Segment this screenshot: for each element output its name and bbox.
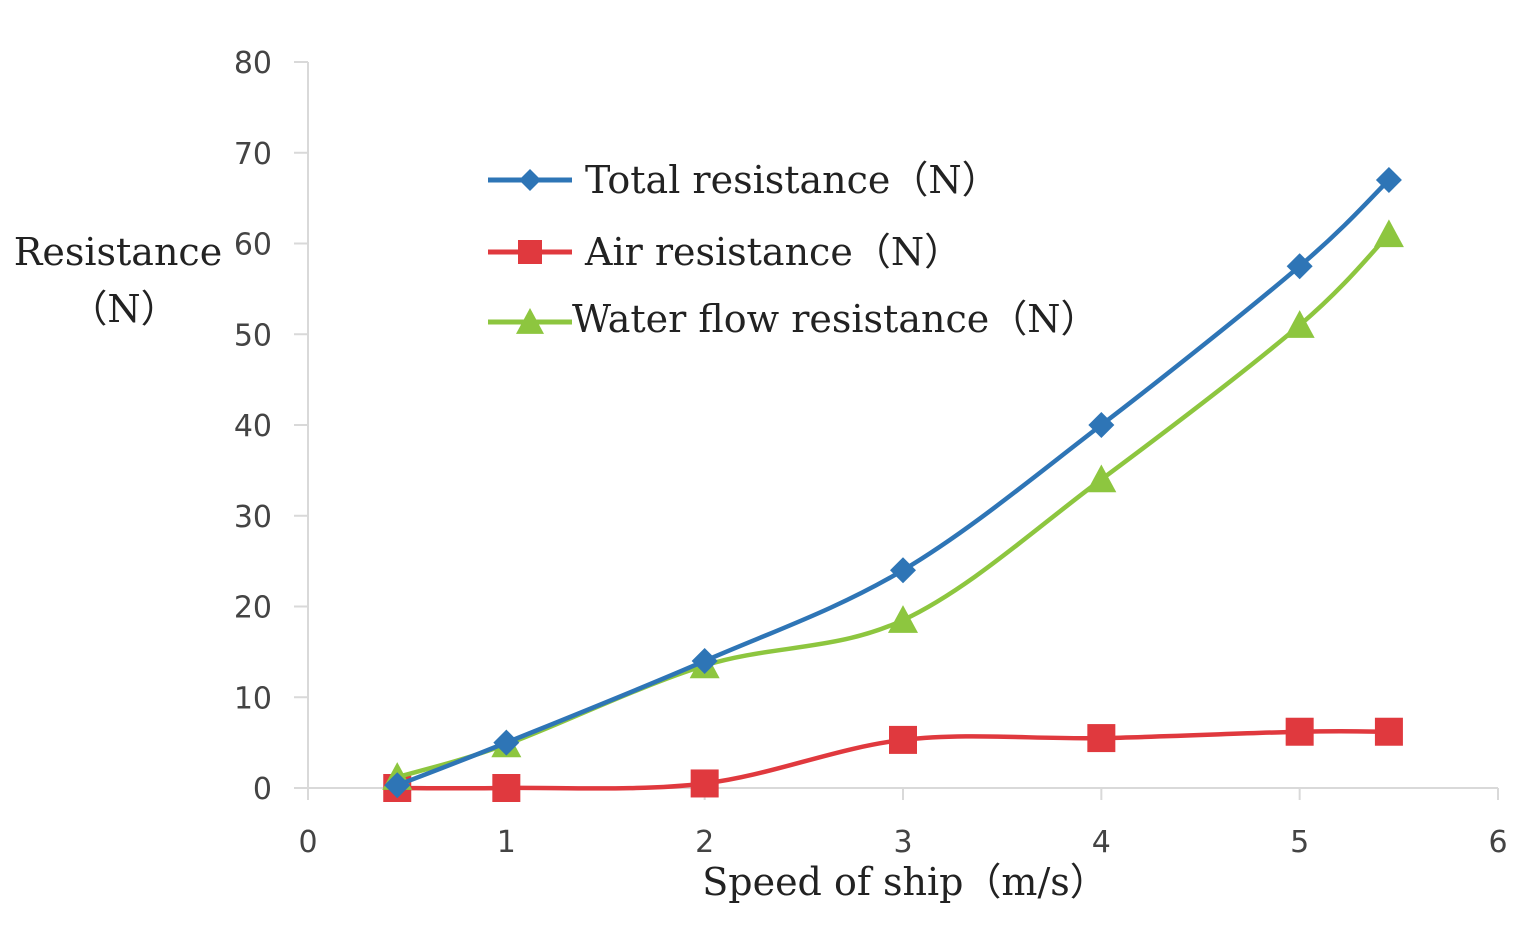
legend-item-water: Water flow resistance（N） xyxy=(488,297,1098,341)
y-tick-label: 60 xyxy=(234,228,272,263)
series-total xyxy=(384,166,1402,799)
x-axis-ticks: 0 1 2 3 4 5 6 xyxy=(298,788,1508,860)
y-tick-label: 50 xyxy=(234,318,272,353)
legend-item-total: Total resistance（N） xyxy=(488,158,1000,202)
data-point-water xyxy=(1086,464,1117,493)
y-tick-label: 80 xyxy=(234,46,272,81)
data-point-water xyxy=(1373,219,1404,248)
data-point-total xyxy=(890,557,916,584)
legend-marker-square xyxy=(518,240,542,264)
x-tick-label: 2 xyxy=(695,825,714,860)
x-tick-label: 3 xyxy=(893,825,912,860)
x-tick-label: 5 xyxy=(1290,825,1309,860)
plot-area xyxy=(382,166,1404,802)
legend-label-air: Air resistance（N） xyxy=(584,230,962,274)
y-axis-unit: （N） xyxy=(69,287,178,331)
data-point-air xyxy=(1087,724,1116,753)
data-point-air xyxy=(889,725,917,754)
data-point-air xyxy=(1374,717,1403,746)
x-tick-label: 4 xyxy=(1092,825,1111,860)
data-point-total xyxy=(1088,412,1115,438)
y-tick-label: 0 xyxy=(253,772,272,807)
y-axis-title: Resistance xyxy=(14,230,222,274)
legend-marker-triangle xyxy=(516,308,544,334)
y-tick-label: 70 xyxy=(234,137,272,172)
data-point-total xyxy=(691,647,718,674)
series-air xyxy=(383,717,1403,802)
x-axis-title: Speed of ship（m/s） xyxy=(702,860,1108,904)
y-tick-label: 20 xyxy=(234,591,272,626)
y-tick-label: 30 xyxy=(234,500,272,535)
data-point-water xyxy=(888,605,918,633)
y-tick-label: 10 xyxy=(234,681,272,716)
legend-label-total: Total resistance（N） xyxy=(585,158,1000,202)
data-point-air xyxy=(492,774,521,802)
data-point-total xyxy=(384,772,411,799)
legend-label-water: Water flow resistance（N） xyxy=(572,297,1098,341)
y-tick-label: 40 xyxy=(234,409,272,444)
data-point-air xyxy=(690,769,719,798)
legend-marker-diamond xyxy=(519,169,541,191)
x-tick-label: 6 xyxy=(1488,825,1507,860)
legend-item-air: Air resistance（N） xyxy=(488,230,962,274)
data-point-air xyxy=(1285,717,1314,746)
x-tick-label: 1 xyxy=(497,825,516,860)
data-point-total xyxy=(493,729,520,756)
legend: Total resistance（N） Air resistance（N） Wa… xyxy=(488,158,1098,341)
data-point-total xyxy=(1286,253,1313,280)
data-point-total xyxy=(1375,166,1402,193)
data-point-water xyxy=(1284,310,1315,338)
y-axis-ticks: 0 10 20 30 40 50 60 70 80 xyxy=(234,46,308,807)
x-tick-label: 0 xyxy=(298,825,317,860)
